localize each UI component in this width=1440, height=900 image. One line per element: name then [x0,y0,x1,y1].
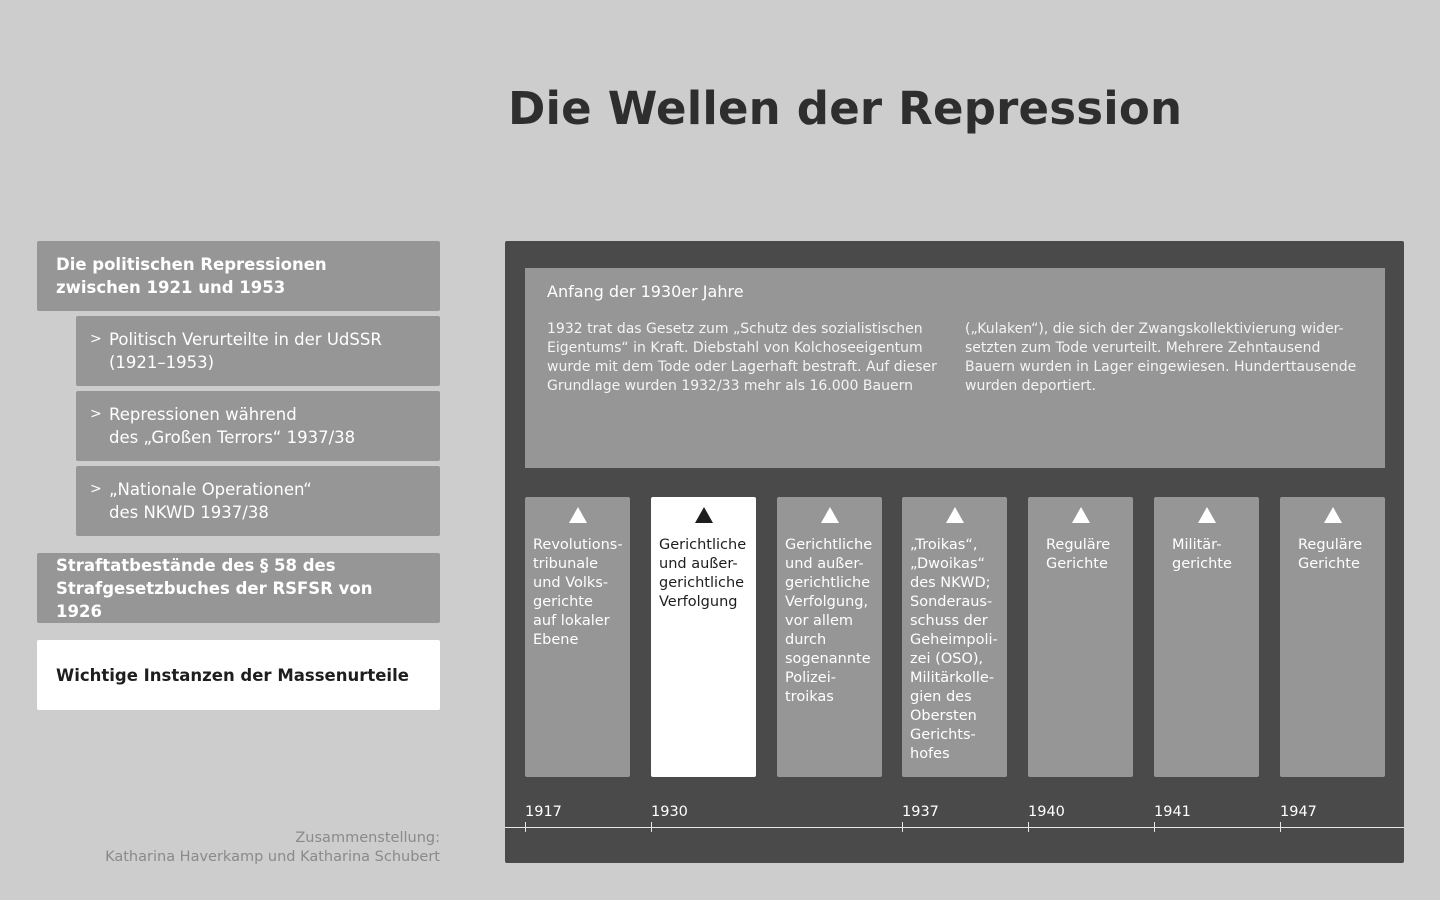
credit-text: Zusammenstellung: Katharina Haverkamp un… [105,830,440,865]
instance-card-text: Revolutions- tribunale und Volks- gerich… [533,537,623,648]
nav-subitem-label: Politisch Verurteilte in der UdSSR (1921… [109,330,382,372]
timeline-tick [1154,822,1155,832]
instance-card-1940[interactable]: Reguläre Gerichte [1028,497,1133,777]
nav-subitem-verurteilte[interactable]: > Politisch Verurteilte in der UdSSR (19… [76,316,440,386]
timeline-panel: Anfang der 1930er Jahre 1932 trat das Ge… [505,241,1404,863]
page-title: Die Wellen der Repression [508,82,1183,135]
triangle-up-icon [1323,507,1342,523]
instance-card-1947[interactable]: Reguläre Gerichte [1280,497,1385,777]
triangle-up-icon [945,507,964,523]
nav-section-straftatbestaende[interactable]: Straftatbestände des § 58 des Strafgeset… [37,553,440,623]
instance-card-text: „Troikas“, „Dwoikas“ des NKWD; Sonderaus… [910,537,998,762]
chevron-right-icon: > [90,406,102,422]
timeline-tick [1028,822,1029,832]
nav-section-repressionen[interactable]: Die politischen Repressionen zwischen 19… [37,241,440,311]
instance-card-1941[interactable]: Militär- gerichte [1154,497,1259,777]
timeline-year-label: 1941 [1154,804,1191,820]
triangle-up-icon [568,507,587,523]
timeline-axis [505,827,1404,828]
instance-card-text: Reguläre Gerichte [1046,537,1111,572]
timeline-year-label: 1947 [1280,804,1317,820]
nav-section-label: Straftatbestände des § 58 des Strafgeset… [56,555,373,621]
instance-card-text: Reguläre Gerichte [1298,537,1363,572]
nav-subitem-nationale-operationen[interactable]: > „Nationale Operationen“ des NKWD 1937/… [76,466,440,536]
info-box: Anfang der 1930er Jahre 1932 trat das Ge… [525,268,1385,468]
nav-subitem-label: „Nationale Operationen“ des NKWD 1937/38 [109,480,312,522]
instance-card-1930-polizeitroikas[interactable]: Gerichtliche und außer- gerichtliche Ver… [777,497,882,777]
instance-card-text: Militär- gerichte [1172,537,1232,572]
info-text-column-1: 1932 trat das Gesetz zum „Schutz des soz… [547,321,937,394]
triangle-up-icon [1197,507,1216,523]
instance-card-text: Gerichtliche und außer- gerichtliche Ver… [785,537,873,705]
triangle-up-icon [820,507,839,523]
timeline-year-label: 1940 [1028,804,1065,820]
nav-section-instanzen[interactable]: Wichtige Instanzen der Massenurteile [37,640,440,710]
nav-subitem-grosser-terror[interactable]: > Repressionen während des „Großen Terro… [76,391,440,461]
instance-card-1937[interactable]: „Troikas“, „Dwoikas“ des NKWD; Sonderaus… [902,497,1007,777]
timeline-tick [651,822,652,832]
timeline-year-label: 1917 [525,804,562,820]
triangle-up-icon [1071,507,1090,523]
instance-card-1930[interactable]: Gerichtliche und außer- gerichtliche Ver… [651,497,756,777]
timeline-tick [1280,822,1281,832]
triangle-up-icon [694,507,713,523]
chevron-right-icon: > [90,481,102,497]
timeline-year-label: 1937 [902,804,939,820]
nav-subitem-label: Repressionen während des „Großen Terrors… [109,405,356,447]
timeline-tick [525,822,526,832]
info-text-column-2: („Kulaken“), die sich der Zwangskollekti… [965,321,1357,394]
nav-section-label: Wichtige Instanzen der Massenurteile [56,665,409,685]
instance-card-1917[interactable]: Revolutions- tribunale und Volks- gerich… [525,497,630,777]
chevron-right-icon: > [90,331,102,347]
instance-card-text: Gerichtliche und außer- gerichtliche Ver… [659,537,747,610]
timeline-year-label: 1930 [651,804,688,820]
timeline-tick [902,822,903,832]
nav-section-label: Die politischen Repressionen zwischen 19… [56,255,327,297]
info-heading: Anfang der 1930er Jahre [547,282,744,301]
